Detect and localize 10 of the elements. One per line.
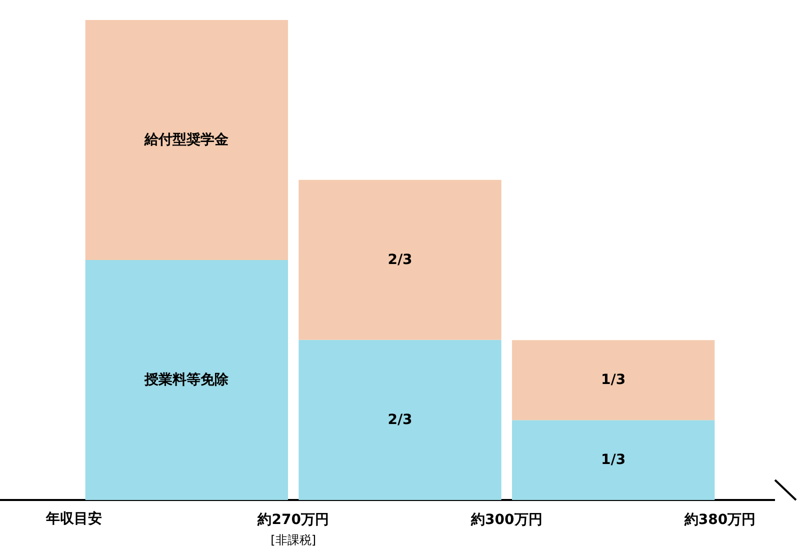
- data-label: 2/3: [388, 412, 412, 428]
- text: 約380万円: [683, 512, 756, 528]
- text: 約270万円 [非課税]: [256, 512, 329, 547]
- data-label: 2/3: [388, 252, 412, 268]
- data-label: 1/3: [601, 372, 626, 388]
- text: 約300万円: [470, 512, 542, 528]
- series-label: 給付型奨学金: [144, 132, 230, 148]
- series-label: 授業料等免除: [144, 372, 230, 388]
- data-label: 1/3: [601, 452, 626, 468]
- x-axis-title: 年収目安: [45, 510, 102, 527]
